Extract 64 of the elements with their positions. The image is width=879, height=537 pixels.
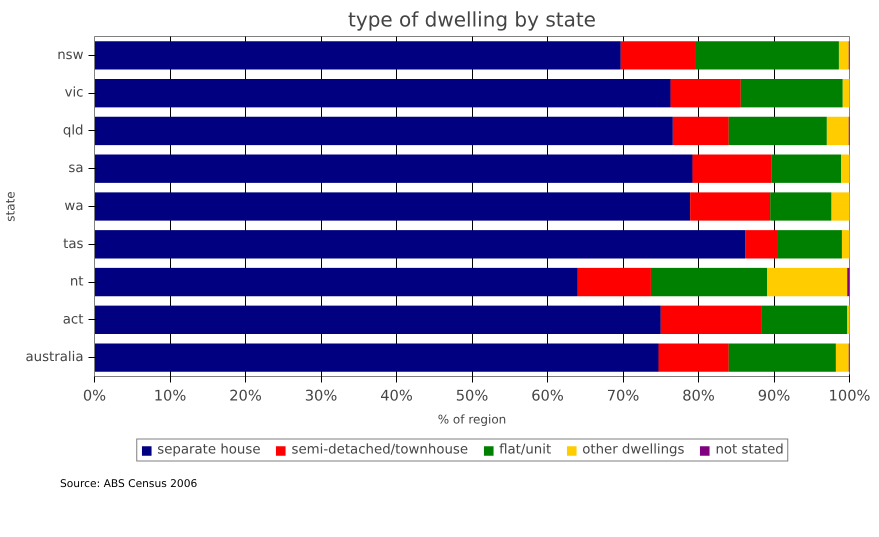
bar bbox=[94, 79, 671, 108]
legend-label: not stated bbox=[715, 442, 784, 458]
legend-label: separate house bbox=[157, 442, 261, 458]
bar bbox=[94, 116, 673, 146]
bar bbox=[650, 268, 768, 296]
x-tick-label: 50% bbox=[456, 388, 488, 404]
bar bbox=[94, 306, 661, 334]
bar bbox=[94, 343, 658, 372]
bar bbox=[767, 268, 848, 296]
y-axis-title: state bbox=[3, 191, 18, 222]
y-tick-label: act bbox=[62, 312, 84, 328]
bar bbox=[842, 230, 850, 258]
bar bbox=[620, 41, 696, 70]
bar bbox=[94, 192, 690, 221]
y-tick-label: nt bbox=[70, 274, 84, 290]
bar bbox=[772, 154, 842, 183]
y-tick-label: australia bbox=[25, 350, 84, 366]
bar bbox=[672, 116, 729, 146]
x-tick-label: 30% bbox=[304, 388, 338, 404]
bar bbox=[94, 154, 692, 183]
bar bbox=[578, 268, 651, 296]
x-tick-label: 20% bbox=[229, 388, 262, 404]
x-tick-label: 80% bbox=[682, 388, 715, 404]
y-tick-label: qld bbox=[62, 123, 84, 138]
x-tick-label: 70% bbox=[606, 388, 640, 404]
bar bbox=[690, 192, 770, 221]
bar bbox=[842, 79, 850, 108]
y-tick-label: tas bbox=[63, 236, 84, 252]
bar bbox=[831, 192, 850, 221]
chart-title: type of dwelling by state bbox=[348, 8, 596, 32]
bar bbox=[692, 154, 772, 183]
bar bbox=[660, 306, 762, 334]
bar bbox=[770, 192, 832, 221]
y-tick-label: wa bbox=[64, 199, 84, 214]
bar bbox=[94, 41, 621, 70]
bar bbox=[841, 154, 850, 183]
y-tick-label: nsw bbox=[57, 48, 84, 63]
x-tick-label: 40% bbox=[380, 388, 413, 404]
bar bbox=[777, 230, 842, 258]
x-tick-label: 90% bbox=[758, 388, 790, 404]
x-axis-title: % of region bbox=[438, 412, 506, 426]
bar bbox=[658, 343, 729, 372]
source-note: Source: ABS Census 2006 bbox=[60, 476, 198, 492]
bar bbox=[670, 79, 741, 108]
x-tick-label: 100% bbox=[828, 388, 871, 404]
x-tick-label: 0% bbox=[82, 388, 106, 404]
y-tick-label: sa bbox=[68, 161, 84, 176]
legend-label: other dwellings bbox=[582, 442, 684, 458]
bar bbox=[94, 268, 578, 296]
bar bbox=[762, 306, 848, 334]
x-tick-label: 60% bbox=[531, 388, 564, 404]
bar bbox=[838, 41, 849, 70]
bar bbox=[745, 230, 778, 258]
legend-label: semi-detached/townhouse bbox=[292, 442, 468, 458]
bar bbox=[94, 230, 746, 258]
bar bbox=[836, 343, 849, 372]
bar bbox=[695, 41, 839, 70]
bar bbox=[740, 79, 843, 108]
bar bbox=[728, 343, 836, 372]
bar bbox=[826, 116, 849, 146]
y-tick-label: vic bbox=[64, 86, 84, 101]
bar bbox=[728, 116, 827, 146]
x-tick-label: 10% bbox=[154, 388, 186, 404]
legend-label: flat/unit bbox=[499, 442, 552, 458]
